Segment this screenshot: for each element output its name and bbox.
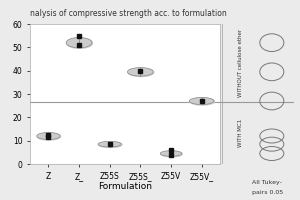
X-axis label: Formulation: Formulation	[98, 182, 152, 191]
Text: All Tukey-: All Tukey-	[252, 180, 282, 185]
Text: WITHOUT cellulose ether: WITHOUT cellulose ether	[238, 29, 243, 97]
Text: nalysis of compressive strength acc. to formulation: nalysis of compressive strength acc. to …	[30, 9, 227, 18]
Text: pairs 0.05: pairs 0.05	[252, 190, 283, 195]
Text: WITH MC1: WITH MC1	[238, 119, 243, 147]
